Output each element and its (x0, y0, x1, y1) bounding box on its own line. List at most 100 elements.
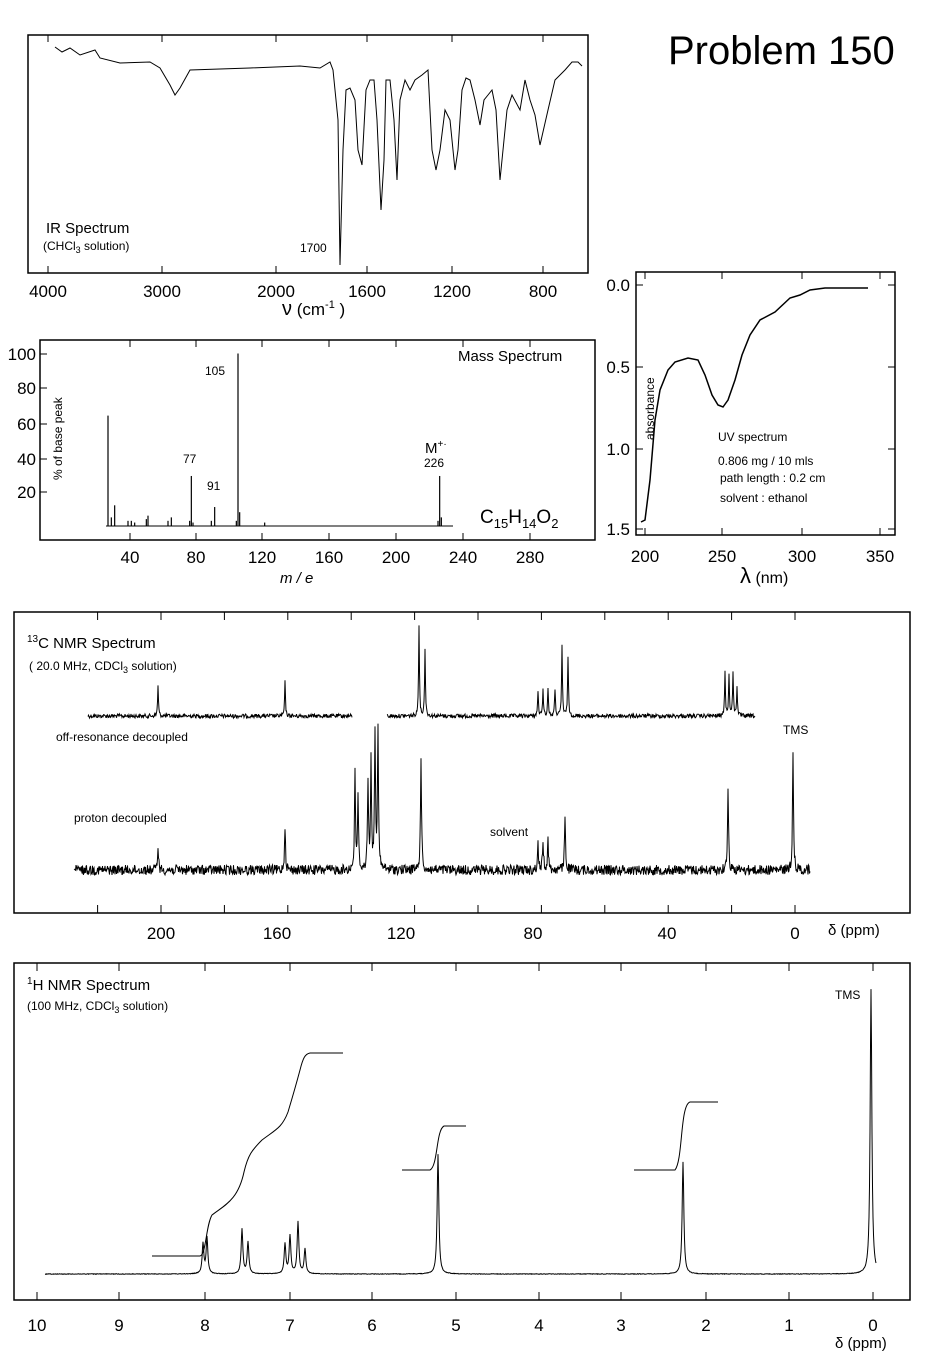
x-tick-label: 240 (449, 548, 477, 567)
uv-frame (635, 271, 896, 536)
h1-title: 1H NMR Spectrum (27, 976, 150, 994)
text-part: C (480, 507, 494, 528)
x-tick-label: 200 (631, 547, 659, 566)
superscript: 1 (27, 976, 33, 987)
h1-label: TMS (835, 988, 860, 1002)
mass-peak-label: 105 (205, 364, 225, 378)
x-tick-label: 200 (382, 548, 410, 567)
h1-frame (13, 962, 911, 1301)
text-part: H (508, 507, 522, 528)
text-part: (CHCl (43, 239, 76, 253)
x-tick-label: 120 (387, 924, 415, 943)
x-tick-label: 1 (784, 1316, 793, 1335)
y-tick-label: 80 (17, 379, 36, 398)
ir-solvent: (CHCl3 solution) (43, 239, 129, 255)
c13-title: 13C NMR Spectrum (27, 634, 156, 652)
x-tick-label: 1200 (433, 282, 471, 301)
text-part: ( 20.0 MHz, CDCl (29, 659, 123, 673)
spectrum-trace (44, 989, 877, 1276)
mass-peak-label: 77 (183, 452, 197, 466)
x-tick-label: 1600 (348, 282, 386, 301)
x-tick-label: 40 (121, 548, 140, 567)
superscript: 13 (27, 634, 39, 645)
h1-axis-label: δ (ppm) (835, 1335, 887, 1352)
ir-frame (27, 34, 589, 274)
molecular-ion: M+· (425, 439, 447, 457)
y-tick-label: 1.5 (606, 520, 630, 539)
c13-label: TMS (783, 723, 808, 737)
molecular-ion-mz: 226 (424, 456, 444, 470)
x-tick-label: 4 (534, 1316, 543, 1335)
ir-axis-label: ν (cm-1 ) (282, 298, 345, 320)
uv-note: solvent : ethanol (720, 491, 807, 505)
y-tick-label: 0.5 (606, 358, 630, 377)
mass-peak-label: 91 (207, 479, 221, 493)
y-tick-label: 100 (8, 345, 36, 364)
text-part: H NMR Spectrum (33, 977, 151, 994)
subscript: 2 (551, 516, 558, 531)
c13-label: off-resonance decoupled (56, 730, 188, 744)
c13-label: solvent (490, 825, 529, 839)
x-tick-label: 10 (28, 1316, 47, 1335)
x-tick-label: 3000 (143, 282, 181, 301)
uv-note: UV spectrum (718, 430, 787, 444)
ir-peak-label: 1700 (300, 241, 327, 255)
x-tick-label: 4000 (29, 282, 67, 301)
mass-title: Mass Spectrum (458, 348, 562, 365)
x-tick-label: 280 (516, 548, 544, 567)
ir-trace (54, 46, 583, 266)
x-tick-label: 0 (868, 1316, 877, 1335)
text-part: (nm) (751, 570, 788, 587)
text-part: (cm (292, 300, 325, 319)
text-part: M (425, 440, 438, 457)
x-tick-label: 6 (367, 1316, 376, 1335)
x-tick-label: 200 (147, 924, 175, 943)
text-part: ν (282, 298, 292, 320)
x-tick-label: 160 (315, 548, 343, 567)
uv-note: 0.806 mg / 10 mls (718, 454, 813, 468)
subscript: 3 (114, 1005, 119, 1015)
text-part: O (536, 507, 551, 528)
superscript: -1 (325, 299, 335, 311)
text-part: solution) (81, 239, 130, 253)
x-tick-label: 7 (285, 1316, 294, 1335)
x-tick-label: 350 (866, 547, 894, 566)
mass-frame (39, 339, 596, 541)
text-part: (100 MHz, CDCl (27, 999, 114, 1013)
ir-label: IR Spectrum (46, 220, 129, 237)
x-tick-label: 9 (114, 1316, 123, 1335)
x-tick-label: 0 (790, 924, 799, 943)
x-tick-label: 300 (788, 547, 816, 566)
y-tick-label: 20 (17, 483, 36, 502)
x-tick-label: 3 (616, 1316, 625, 1335)
uv-trace (640, 287, 868, 523)
text-part: solution) (119, 999, 168, 1013)
x-tick-label: 5 (451, 1316, 460, 1335)
spectrum-trace (87, 680, 353, 720)
x-tick-label: 160 (263, 924, 291, 943)
h1-subtitle: (100 MHz, CDCl3 solution) (27, 999, 168, 1015)
text-part: ) (335, 300, 345, 319)
subscript: 3 (123, 665, 128, 675)
subscript: 14 (522, 516, 536, 531)
formula: C15H14O2 (480, 507, 558, 531)
mass-axis-label: m / e (280, 570, 313, 587)
uv-ylabel: absorbance (643, 377, 657, 440)
y-tick-label: 0.0 (606, 276, 630, 295)
spectrum-trace (73, 723, 811, 877)
x-tick-label: 2 (701, 1316, 710, 1335)
x-tick-label: 2000 (257, 282, 295, 301)
superscript: +· (438, 439, 447, 450)
subscript: 15 (494, 516, 508, 531)
y-tick-label: 1.0 (606, 440, 630, 459)
h1-integral (152, 1052, 343, 1257)
y-tick-label: 60 (17, 415, 36, 434)
x-tick-label: 120 (248, 548, 276, 567)
h1-integral (634, 1101, 718, 1171)
c13-label: proton decoupled (74, 811, 167, 825)
c13-frame (13, 611, 911, 914)
x-tick-label: 8 (200, 1316, 209, 1335)
x-tick-label: 40 (658, 924, 677, 943)
x-tick-label: 800 (529, 282, 557, 301)
